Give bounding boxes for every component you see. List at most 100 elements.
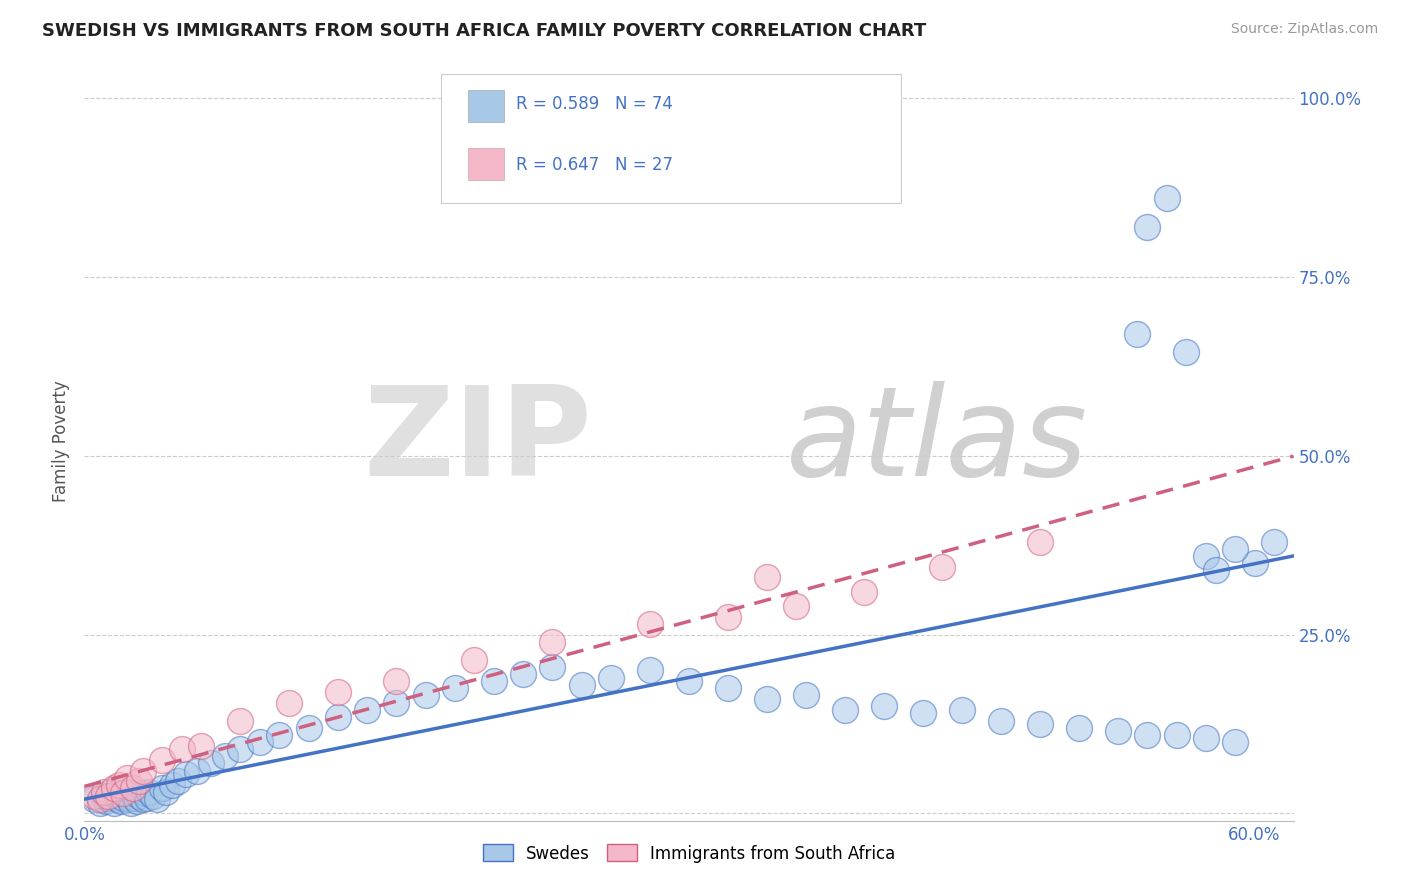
Point — [155, 785, 177, 799]
Point — [124, 790, 146, 805]
Point — [145, 792, 167, 806]
Point — [108, 778, 131, 792]
Point — [114, 785, 136, 799]
Point — [463, 653, 485, 667]
Point — [1067, 721, 1090, 735]
Point — [138, 785, 160, 799]
Point — [415, 689, 437, 703]
Point — [142, 789, 165, 803]
Point — [93, 789, 115, 803]
Point — [326, 685, 349, 699]
Point — [755, 692, 778, 706]
Point — [174, 767, 197, 781]
Point — [128, 789, 150, 803]
Point — [1126, 327, 1149, 342]
Point — [1223, 735, 1246, 749]
Point — [83, 792, 105, 806]
Point — [444, 681, 467, 696]
Point — [108, 789, 131, 803]
Point — [118, 792, 141, 806]
Point — [931, 559, 953, 574]
Point — [385, 696, 408, 710]
Point — [834, 703, 856, 717]
Point — [717, 681, 740, 696]
Point — [94, 794, 117, 808]
Bar — [468, 90, 503, 121]
Point — [135, 790, 157, 805]
Point — [103, 796, 125, 810]
Point — [83, 789, 105, 803]
Point — [132, 792, 155, 806]
Point — [98, 785, 121, 799]
Point — [200, 756, 222, 771]
Point — [134, 787, 156, 801]
Point — [125, 794, 148, 808]
Point — [278, 696, 301, 710]
Point — [990, 714, 1012, 728]
Point — [1107, 724, 1129, 739]
Point — [160, 778, 183, 792]
Point — [541, 635, 564, 649]
Point — [356, 703, 378, 717]
Y-axis label: Family Poverty: Family Poverty — [52, 381, 70, 502]
Point — [1136, 728, 1159, 742]
Text: R = 0.589   N = 74: R = 0.589 N = 74 — [516, 95, 673, 113]
Point — [170, 742, 193, 756]
Point — [128, 774, 150, 789]
Text: Source: ZipAtlas.com: Source: ZipAtlas.com — [1230, 22, 1378, 37]
Point — [950, 703, 973, 717]
Point — [794, 689, 817, 703]
FancyBboxPatch shape — [441, 74, 901, 202]
Point — [93, 785, 115, 799]
Point — [249, 735, 271, 749]
Point — [1263, 534, 1285, 549]
Point — [117, 771, 139, 785]
Point — [122, 781, 145, 796]
Point — [186, 764, 208, 778]
Point — [89, 796, 111, 810]
Point — [482, 674, 505, 689]
Point — [112, 790, 135, 805]
Point — [298, 721, 321, 735]
Point — [120, 796, 142, 810]
Text: ZIP: ZIP — [364, 381, 592, 502]
Point — [1029, 534, 1052, 549]
Text: atlas: atlas — [786, 381, 1088, 502]
Point — [911, 706, 934, 721]
Point — [571, 678, 593, 692]
Text: SWEDISH VS IMMIGRANTS FROM SOUTH AFRICA FAMILY POVERTY CORRELATION CHART: SWEDISH VS IMMIGRANTS FROM SOUTH AFRICA … — [42, 22, 927, 40]
Point — [229, 714, 252, 728]
Point — [269, 728, 291, 742]
Point — [97, 790, 120, 805]
Point — [104, 787, 127, 801]
Point — [1223, 541, 1246, 556]
Point — [190, 739, 212, 753]
Bar — [468, 148, 503, 180]
Point — [326, 710, 349, 724]
Point — [1136, 219, 1159, 234]
Point — [97, 789, 120, 803]
Point — [1195, 549, 1218, 563]
Point — [1166, 728, 1188, 742]
Point — [150, 753, 173, 767]
Point — [1175, 345, 1198, 359]
Point — [717, 609, 740, 624]
Point — [112, 787, 135, 801]
Point — [853, 584, 876, 599]
Point — [785, 599, 807, 613]
Point — [107, 792, 129, 806]
Point — [167, 774, 190, 789]
Point — [103, 781, 125, 796]
Point — [122, 787, 145, 801]
Point — [600, 671, 623, 685]
Point — [512, 667, 534, 681]
Point — [150, 781, 173, 796]
Point — [1205, 563, 1227, 577]
Point — [1195, 731, 1218, 746]
Point — [1243, 556, 1265, 570]
Point — [678, 674, 700, 689]
Point — [117, 789, 139, 803]
Point — [755, 570, 778, 584]
Point — [1156, 191, 1178, 205]
Point — [229, 742, 252, 756]
